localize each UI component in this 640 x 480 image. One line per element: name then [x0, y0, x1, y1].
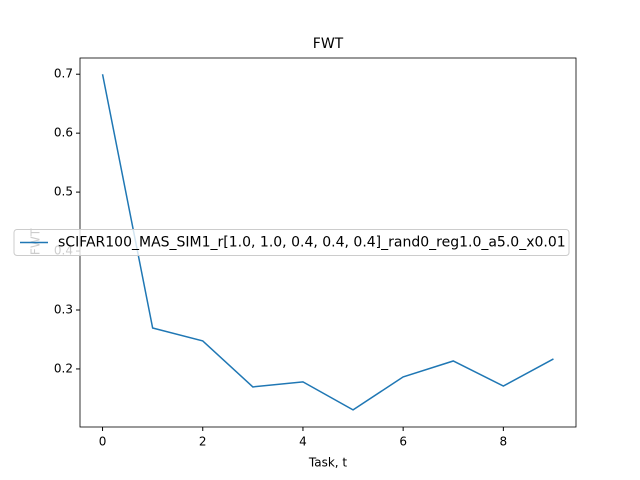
x-axis-label: Task, t: [308, 456, 348, 470]
x-tick-label: 6: [399, 435, 407, 449]
x-tick-label: 4: [299, 435, 307, 449]
y-tick-label: 0.6: [54, 126, 73, 140]
line-series: [101, 74, 554, 411]
x-tick-label: 0: [99, 435, 107, 449]
y-tick-label: 0.3: [54, 302, 73, 316]
y-tick-label: 0.2: [54, 361, 73, 375]
legend-box: [13, 229, 570, 256]
legend-label: sCIFAR100_MAS_SIM1_r[1.0, 1.0, 0.4, 0.4,…: [58, 235, 566, 251]
y-tick-label: 0.7: [54, 67, 73, 81]
x-tick-label: 2: [199, 435, 207, 449]
chart-title: FWT: [313, 36, 344, 52]
x-tick-label: 8: [500, 435, 508, 449]
y-tick-label: 0.5: [54, 185, 73, 199]
